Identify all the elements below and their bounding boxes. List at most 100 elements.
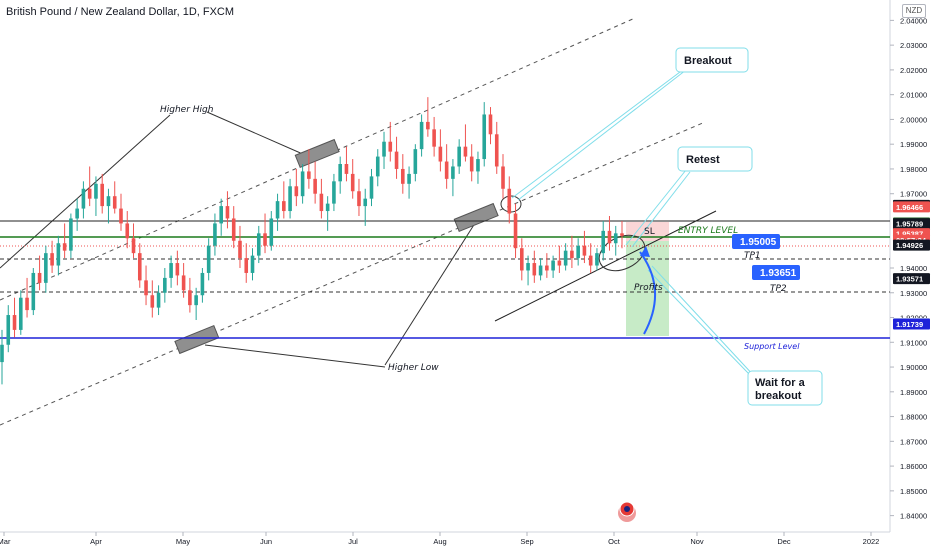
candle xyxy=(545,253,549,278)
candle-body xyxy=(238,240,242,259)
candle-body xyxy=(112,196,117,209)
wait-callout-tail xyxy=(647,269,751,376)
price-tick-label: 1.93000 xyxy=(900,289,927,298)
time-tick-label: Mar xyxy=(0,537,11,546)
candle-body xyxy=(513,213,518,249)
chart-plot-area[interactable] xyxy=(0,0,890,532)
wait-callout xyxy=(747,370,823,406)
retest-callout-tail xyxy=(625,169,687,246)
candle-body xyxy=(557,260,562,266)
wait-callout-tail-2 xyxy=(651,265,757,379)
price-tick-label: 1.97000 xyxy=(900,190,927,199)
time-tick-label: Apr xyxy=(90,537,102,546)
tp1-label: TP1 xyxy=(744,251,761,261)
currency-badge[interactable]: NZD xyxy=(902,4,926,18)
price-tick-label: 1.86000 xyxy=(900,462,927,471)
price-badge-bg xyxy=(893,218,930,230)
time-axis[interactable]: Mar Apr May Jun Jul Aug Sep Oct Nov Dec 2022 xyxy=(0,532,879,546)
candle-body xyxy=(194,295,198,306)
breakout-callout xyxy=(675,47,749,73)
candle-body xyxy=(225,206,230,219)
candle xyxy=(119,193,123,231)
candle-body xyxy=(44,253,48,283)
wait-label-line1: Wait for a xyxy=(755,377,806,389)
candle xyxy=(282,181,286,219)
candle-body xyxy=(25,297,29,311)
candle xyxy=(582,230,587,264)
candle xyxy=(519,238,524,281)
candle xyxy=(106,188,111,224)
price-tick-label: 2.04000 xyxy=(900,16,927,25)
candle-body xyxy=(588,255,593,266)
price-badge: 1.93571 xyxy=(893,273,930,285)
tp2-label: TP2 xyxy=(770,284,787,294)
price-tick-label: 2.03000 xyxy=(900,41,927,50)
price-tick-label: 1.84000 xyxy=(900,512,927,521)
candle xyxy=(451,159,455,197)
candle-body xyxy=(338,164,342,182)
candle-body xyxy=(156,292,161,308)
candle-body xyxy=(438,146,443,162)
candle xyxy=(156,285,161,316)
candle-body xyxy=(463,146,468,157)
candle-body xyxy=(413,149,418,174)
candle xyxy=(275,193,280,231)
candle xyxy=(100,173,105,214)
candle xyxy=(601,220,606,261)
breakout-callout-tail-2 xyxy=(517,69,687,201)
candle-body xyxy=(551,260,555,271)
candle-body xyxy=(576,245,580,259)
candle xyxy=(350,159,355,199)
candle-body xyxy=(94,183,98,199)
price-tick-label: 1.91000 xyxy=(900,338,927,347)
candle-body xyxy=(401,168,405,184)
candle xyxy=(532,250,537,283)
time-tick-label: Dec xyxy=(777,537,791,546)
candle xyxy=(163,268,167,303)
candle-body xyxy=(163,277,167,293)
candle xyxy=(426,97,430,137)
retest-label: Retest xyxy=(686,154,720,166)
candle xyxy=(419,114,424,157)
price-axis[interactable]: 2.04000 2.03000 2.02000 2.01000 2.00000 1.990… xyxy=(890,16,927,521)
candle xyxy=(231,206,236,249)
time-tick-label: Jun xyxy=(260,537,272,546)
tp1-price-text: 1.95005 xyxy=(740,237,777,248)
sl-label: SL xyxy=(644,227,655,237)
candle-body xyxy=(269,218,274,246)
candle xyxy=(194,287,198,320)
candle xyxy=(357,178,361,216)
candle-body xyxy=(469,156,474,172)
price-tick-label: 1.87000 xyxy=(900,437,927,446)
candle-body xyxy=(620,233,624,236)
wait-label-line2: breakout xyxy=(755,390,802,402)
candle-body xyxy=(282,201,286,212)
breakout-label: Breakout xyxy=(684,55,732,67)
candle-body xyxy=(307,171,311,179)
candle-body xyxy=(388,141,393,152)
candle xyxy=(288,178,292,219)
candle xyxy=(513,203,518,259)
support-level-label: Support Level xyxy=(744,342,800,351)
candle xyxy=(526,255,530,286)
candle-body xyxy=(595,253,599,266)
profits-label: Profits xyxy=(634,283,663,293)
candle-body xyxy=(319,193,324,212)
candle-body xyxy=(275,201,280,219)
candle xyxy=(219,198,223,236)
retest-callout xyxy=(677,146,753,172)
candle-body xyxy=(607,230,612,244)
candle-body xyxy=(363,198,368,207)
candle-body xyxy=(69,218,73,251)
time-tick-label: Jul xyxy=(348,537,358,546)
candle xyxy=(394,136,399,179)
retest-box xyxy=(453,202,499,233)
price-badge-label: 1.96466 xyxy=(896,203,923,212)
candle-body xyxy=(501,166,505,189)
events-icon-center xyxy=(624,506,630,512)
candle xyxy=(563,243,568,271)
candle xyxy=(50,240,54,273)
candle-body xyxy=(206,245,211,273)
rising-support-line xyxy=(494,210,717,322)
